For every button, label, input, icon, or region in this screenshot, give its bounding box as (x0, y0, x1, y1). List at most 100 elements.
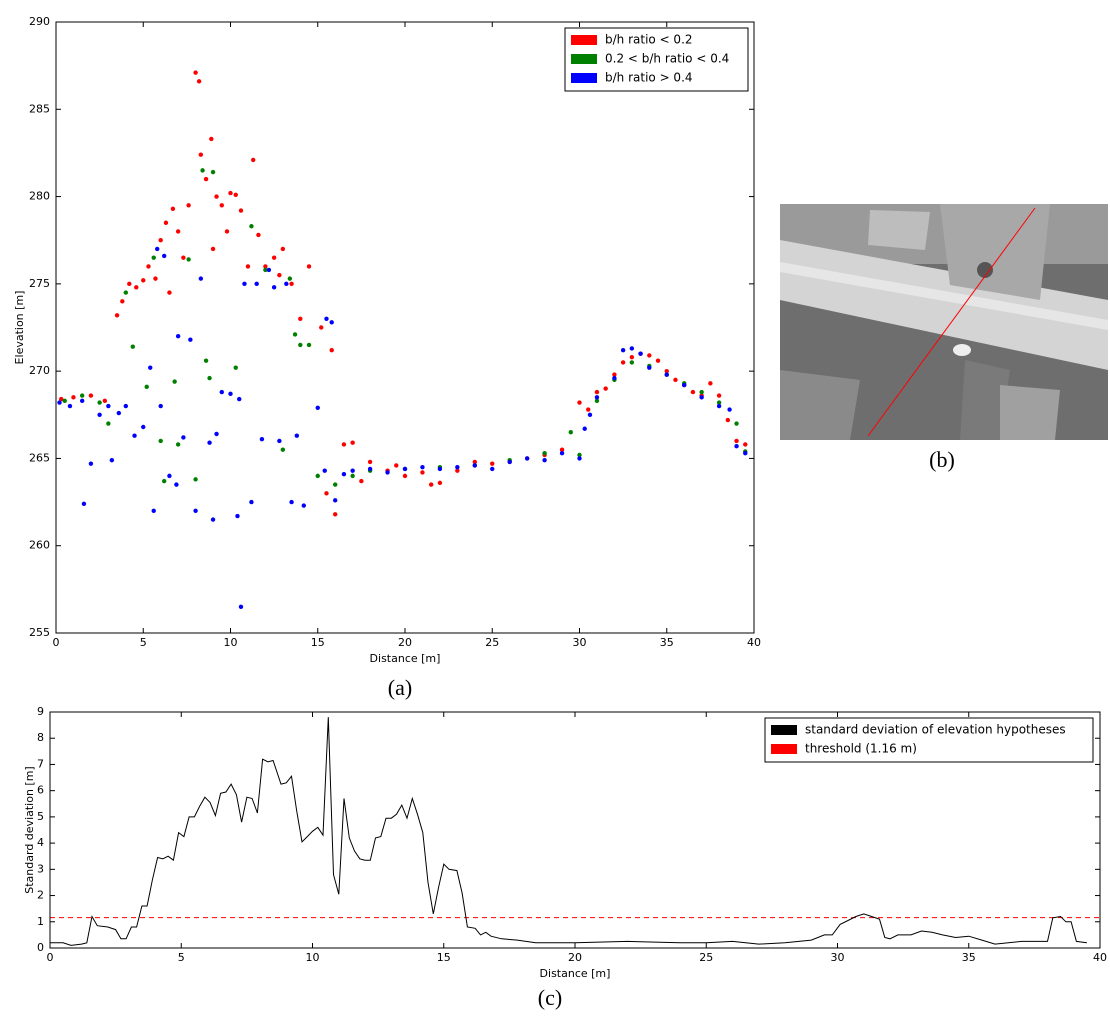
point (437, 480, 443, 486)
point (209, 136, 214, 142)
point (420, 464, 425, 470)
point (582, 426, 587, 431)
point (542, 450, 547, 456)
point (586, 407, 591, 412)
point (198, 152, 204, 157)
point (224, 229, 230, 234)
x-tick-label: 5 (178, 951, 185, 964)
point (219, 203, 224, 208)
point (102, 398, 108, 404)
point (559, 450, 565, 456)
point (141, 278, 146, 283)
point (237, 396, 242, 402)
point (277, 272, 282, 278)
point (664, 368, 669, 374)
legend-swatch (571, 35, 597, 45)
y-tick-label: 7 (37, 757, 44, 770)
legend-label: b/h ratio > 0.4 (605, 71, 693, 85)
point (734, 438, 739, 444)
point (193, 508, 198, 513)
point (333, 512, 338, 517)
legend-swatch (571, 73, 597, 83)
x-tick-label: 25 (699, 951, 713, 964)
point (612, 375, 617, 381)
point (455, 468, 460, 473)
point (97, 400, 102, 405)
point (207, 375, 212, 381)
y-tick-label: 290 (29, 15, 50, 28)
point (472, 459, 477, 465)
point (259, 437, 265, 442)
point (629, 360, 635, 365)
chart: 0 5 10 15 20 25 30 35 40 255 260 265 270 275 280 285 290… (13, 15, 761, 700)
point (210, 517, 216, 522)
point (629, 346, 635, 351)
point (127, 281, 132, 287)
point (699, 389, 704, 395)
point (333, 498, 338, 503)
point (507, 459, 512, 465)
point (716, 393, 722, 398)
point (708, 381, 713, 386)
point (228, 190, 233, 196)
point (725, 417, 731, 423)
point (109, 457, 115, 463)
point (594, 389, 600, 395)
x-tick-label: 40 (1093, 951, 1107, 964)
y-tick-label: 270 (29, 364, 50, 377)
point (638, 351, 643, 356)
point (542, 457, 547, 463)
point (271, 255, 277, 260)
point (161, 478, 167, 484)
point (385, 470, 390, 475)
point (603, 386, 608, 391)
point (319, 325, 324, 330)
point (242, 281, 247, 287)
x-tick-label: 30 (831, 951, 845, 964)
point (673, 377, 678, 383)
point (647, 353, 652, 358)
point (193, 70, 198, 75)
point (287, 276, 293, 281)
x-tick-label: 10 (306, 951, 320, 964)
point (228, 391, 233, 397)
point (233, 365, 238, 370)
point (289, 281, 294, 287)
point (612, 372, 617, 377)
point (306, 342, 312, 348)
point (682, 382, 687, 388)
point (324, 316, 329, 321)
point (280, 246, 286, 252)
legend-label: 0.2 < b/h ratio < 0.4 (605, 52, 729, 66)
point (175, 229, 181, 234)
y-tick-label: 0 (37, 941, 44, 954)
point (158, 438, 163, 444)
point (172, 379, 177, 384)
point (158, 238, 163, 243)
point (116, 410, 122, 416)
point (472, 463, 477, 468)
point (67, 403, 73, 409)
y-tick-label: 5 (37, 810, 44, 823)
point (141, 424, 146, 430)
point (620, 347, 626, 353)
point (301, 503, 306, 508)
x-tick-label: 10 (224, 636, 238, 649)
caption: (c) (538, 985, 562, 1010)
point (298, 342, 303, 348)
point (341, 471, 347, 477)
legend-label: b/h ratio < 0.2 (605, 33, 693, 47)
point (594, 395, 600, 400)
point (167, 473, 172, 479)
point (163, 220, 169, 225)
point (266, 267, 272, 273)
legend-label: standard deviation of elevation hypothes… (805, 723, 1066, 737)
point (577, 452, 582, 458)
point (655, 358, 661, 363)
x-tick-label: 20 (398, 636, 412, 649)
point (196, 79, 202, 84)
point (245, 264, 251, 269)
y-tick-label: 255 (29, 626, 50, 639)
point (690, 389, 696, 395)
